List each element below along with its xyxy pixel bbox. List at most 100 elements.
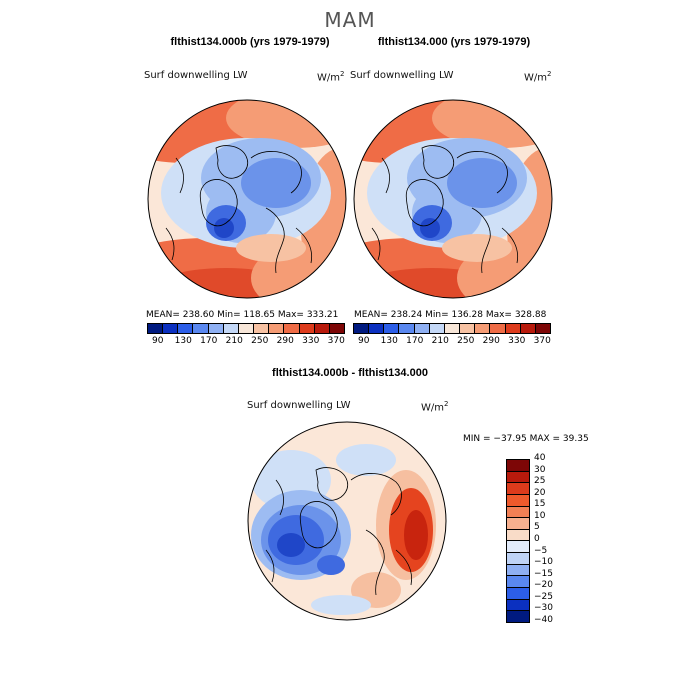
colorbar-swatch	[507, 611, 529, 622]
colorbar-tick-label: 170	[406, 336, 424, 346]
diff-polar-map	[247, 421, 447, 621]
colorbar-tick-label: −40	[534, 615, 553, 625]
colorbar-swatch	[354, 324, 370, 333]
colorbar-tick-label: 130	[174, 336, 192, 346]
right-polar-map	[353, 99, 553, 299]
colorbar-tick-label: 15	[534, 499, 546, 510]
colorbar-tick-label: −10	[534, 557, 553, 568]
colorbar-swatch	[399, 324, 415, 333]
right-stats: MEAN= 238.24 Min= 136.28 Max= 328.88	[354, 310, 547, 320]
colorbar-tick-label: 330	[302, 336, 320, 346]
colorbar-swatch	[284, 324, 300, 333]
colorbar-swatch	[490, 324, 506, 333]
colorbar-swatch	[414, 324, 430, 333]
colorbar-tick-label: 290	[482, 336, 500, 346]
figure-title: MAM	[324, 8, 376, 32]
colorbar-swatch	[507, 529, 529, 542]
left-units-label: W/m2	[317, 70, 345, 84]
left-colorbar-swatches	[147, 323, 345, 334]
colorbar-tick-label: 250	[251, 336, 269, 346]
colorbar-tick-label: 250	[457, 336, 475, 346]
colorbar-swatch	[163, 324, 179, 333]
right-variable-label: Surf downwelling LW	[350, 70, 454, 81]
colorbar-swatch	[507, 506, 529, 519]
colorbar-tick-label: 370	[533, 336, 551, 346]
colorbar-tick-label: 130	[380, 336, 398, 346]
colorbar-swatch	[329, 324, 345, 333]
colorbar-swatch	[223, 324, 239, 333]
colorbar-swatch	[444, 324, 461, 333]
coastlines	[371, 145, 519, 274]
colorbar-tick-label: 90	[358, 336, 370, 346]
colorbar-swatch	[148, 324, 164, 333]
colorbar-tick-label: 10	[534, 510, 546, 521]
colorbar-swatch	[520, 324, 536, 333]
colorbar-tick-label: 210	[225, 336, 243, 346]
colorbar-swatch	[507, 518, 529, 530]
colorbar-swatch	[507, 588, 529, 600]
colorbar-swatch	[429, 324, 445, 333]
diff-stats: MIN = −37.95 MAX = 39.35	[463, 434, 589, 444]
colorbar-swatch	[507, 599, 529, 612]
left-panel-title: flthist134.000b (yrs 1979-1979)	[170, 36, 330, 48]
colorbar-tick-label: 370	[327, 336, 345, 346]
colorbar-swatch	[505, 324, 521, 333]
left-stats: MEAN= 238.60 Min= 118.65 Max= 333.21	[146, 310, 339, 320]
colorbar-swatch	[314, 324, 330, 333]
colorbar-tick-label: 90	[152, 336, 164, 346]
colorbar-swatch	[507, 494, 529, 507]
left-colorbar: 90 130 170 210 250 290 330 370	[147, 323, 345, 346]
diff-units-label: W/m2	[421, 400, 449, 414]
colorbar-tick-label: −5	[534, 545, 548, 556]
colorbar-swatch	[254, 324, 270, 333]
left-variable-label: Surf downwelling LW	[144, 70, 248, 81]
colorbar-swatch	[507, 541, 529, 554]
colorbar-swatch	[507, 483, 529, 495]
colorbar-tick-label: 210	[431, 336, 449, 346]
colorbar-tick-label: 0	[534, 534, 540, 544]
colorbar-swatch	[460, 324, 476, 333]
colorbar-tick-label: 30	[534, 464, 546, 475]
right-units-label: W/m2	[524, 70, 552, 84]
colorbar-swatch	[369, 324, 385, 333]
coastlines	[265, 467, 413, 596]
colorbar-tick-label: −30	[534, 603, 553, 614]
colorbar-tick-label: 330	[508, 336, 526, 346]
colorbar-swatch	[507, 576, 529, 589]
diff-colorbar-ticks: 40 30 25 20 15 10 5 0 −5 −10 −15 −20 −25 −30 −40	[534, 453, 574, 625]
map-field	[248, 422, 446, 620]
colorbar-swatch	[208, 324, 224, 333]
colorbar-swatch	[507, 564, 529, 577]
map-field	[354, 100, 552, 298]
left-colorbar-ticks: 90 130 170 210 250 290 330 370	[145, 336, 349, 346]
left-polar-map	[147, 99, 347, 299]
colorbar-swatch	[269, 324, 285, 333]
colorbar-swatch	[535, 324, 551, 333]
colorbar-tick-label: 5	[534, 522, 540, 533]
colorbar-tick-label: −20	[534, 580, 553, 591]
colorbar-tick-label: 290	[276, 336, 294, 346]
colorbar-swatch	[507, 471, 529, 484]
colorbar-swatch	[507, 460, 529, 472]
colorbar-swatch	[193, 324, 209, 333]
right-colorbar: 90 130 170 210 250 290 330 370	[353, 323, 551, 346]
colorbar-tick-label: 40	[534, 453, 546, 463]
colorbar-swatch	[178, 324, 194, 333]
diff-variable-label: Surf downwelling LW	[247, 400, 351, 411]
colorbar-tick-label: 25	[534, 476, 546, 487]
map-field	[148, 100, 346, 298]
colorbar-tick-label: −15	[534, 568, 553, 579]
right-colorbar-swatches	[353, 323, 551, 334]
colorbar-tick-label: 20	[534, 487, 546, 498]
coastlines	[165, 145, 313, 274]
colorbar-tick-label: −25	[534, 591, 553, 602]
colorbar-swatch	[507, 553, 529, 565]
right-panel-title: flthist134.000 (yrs 1979-1979)	[377, 36, 531, 48]
colorbar-swatch	[475, 324, 491, 333]
diff-colorbar	[506, 459, 530, 623]
right-colorbar-ticks: 90 130 170 210 250 290 330 370	[351, 336, 555, 346]
colorbar-tick-label: 170	[200, 336, 218, 346]
colorbar-swatch	[299, 324, 315, 333]
diff-panel-title: flthist134.000b - flthist134.000	[272, 367, 428, 379]
colorbar-swatch	[384, 324, 400, 333]
